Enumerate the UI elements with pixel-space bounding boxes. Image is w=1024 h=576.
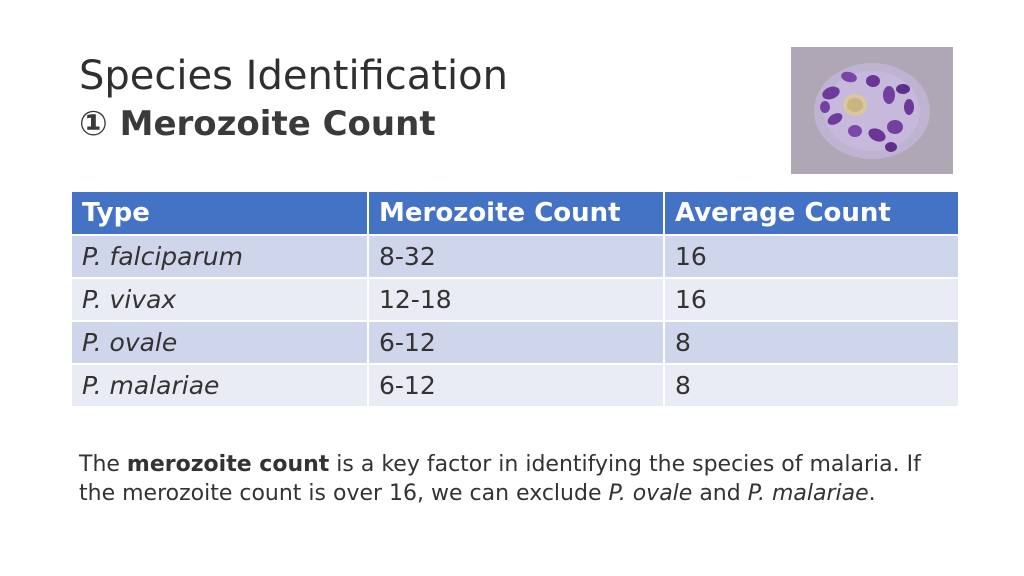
species-table: Type Merozoite Count Average Count P. fa… bbox=[72, 192, 958, 408]
cell-type: P. ovale bbox=[72, 321, 369, 365]
cell-average: 16 bbox=[664, 278, 958, 322]
header-type: Type bbox=[72, 192, 369, 236]
description-species-name: P. malariae bbox=[747, 481, 869, 506]
header-merozoite-count: Merozoite Count bbox=[368, 192, 665, 236]
cell-count: 8-32 bbox=[368, 235, 665, 279]
cell-average: 8 bbox=[664, 321, 958, 365]
description-part: . bbox=[868, 481, 876, 506]
cell-average: 16 bbox=[664, 235, 958, 279]
description-part: and bbox=[692, 481, 748, 506]
cell-count: 6-12 bbox=[368, 321, 665, 365]
micrograph-icon bbox=[791, 47, 953, 174]
table-row: P. falciparum 8-32 16 bbox=[72, 235, 958, 279]
description-part: is a key factor in identifying the speci… bbox=[79, 452, 921, 506]
table-row: P. malariae 6-12 8 bbox=[72, 364, 958, 408]
cell-count: 12-18 bbox=[368, 278, 665, 322]
description-text: The merozoite count is a key factor in i… bbox=[79, 450, 939, 508]
header-average-count: Average Count bbox=[664, 192, 958, 236]
cell-count: 6-12 bbox=[368, 364, 665, 408]
cell-type: P. malariae bbox=[72, 364, 369, 408]
description-part: The bbox=[79, 452, 127, 477]
table-header-row: Type Merozoite Count Average Count bbox=[72, 192, 958, 236]
description-species-name: P. ovale bbox=[608, 481, 693, 506]
description-bold-term: merozoite count bbox=[126, 452, 330, 477]
slide-title: Species Identification bbox=[79, 53, 508, 99]
slide-subtitle: ① Merozoite Count bbox=[79, 104, 436, 144]
table-row: P. ovale 6-12 8 bbox=[72, 321, 958, 365]
cell-type: P. vivax bbox=[72, 278, 369, 322]
cell-type: P. falciparum bbox=[72, 235, 369, 279]
table-row: P. vivax 12-18 16 bbox=[72, 278, 958, 322]
cell-average: 8 bbox=[664, 364, 958, 408]
